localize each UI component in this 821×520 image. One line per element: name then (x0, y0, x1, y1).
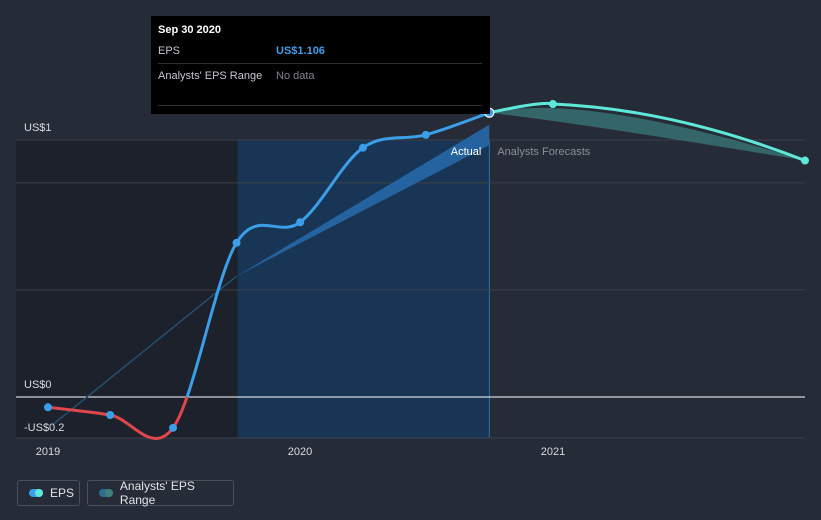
tooltip: Sep 30 2020 EPS US$1.106 Analysts' EPS R… (151, 16, 490, 114)
actual-region (237, 140, 490, 438)
tooltip-range-value: No data (276, 70, 315, 82)
tooltip-eps-label: EPS (158, 45, 181, 57)
x-tick-label: 2020 (288, 446, 312, 458)
y-tick-label: US$0 (24, 379, 52, 391)
forecast-point (548, 100, 557, 109)
eps-point (232, 238, 241, 247)
past-estimate-band (236, 124, 490, 277)
forecast-point (801, 156, 809, 165)
tooltip-eps-value: US$1.106 (276, 45, 325, 57)
legend-eps-toggle[interactable]: EPS (17, 480, 80, 506)
tooltip-divider (158, 105, 482, 106)
tooltip-range-row: Analysts' EPS Range No data (158, 64, 482, 88)
eps-point (44, 403, 52, 412)
eps-forecast-line (489, 101, 806, 162)
legend-range-label: Analysts' EPS Range (119, 479, 195, 507)
estimate-trend-line (51, 275, 238, 426)
eps-actual-line (185, 111, 490, 397)
tooltip-range-label: Analysts' EPS Range (158, 70, 263, 82)
range-swatch-icon (99, 489, 113, 497)
past-region (16, 140, 238, 438)
forecast-band (489, 107, 805, 161)
tooltip-date: Sep 30 2020 (158, 24, 221, 36)
eps-point (421, 130, 430, 139)
actual-annotation: Actual (451, 146, 482, 158)
eps-point (358, 143, 367, 152)
legend-eps-label: EPS (50, 486, 75, 500)
y-tick-label: US$1 (24, 122, 52, 134)
legend-range-toggle[interactable]: Analysts' EPS Range (87, 479, 234, 507)
eps-swatch-icon (29, 489, 43, 497)
eps-actual-line-negative (47, 397, 189, 440)
forecast-annotation: Analysts Forecasts (497, 146, 590, 158)
y-tick-label: -US$0.2 (24, 422, 64, 434)
tooltip-eps-row: EPS US$1.106 (158, 39, 482, 64)
eps-point (296, 218, 305, 227)
eps-point (106, 410, 115, 419)
x-tick-label: 2021 (541, 446, 565, 458)
eps-point (169, 423, 178, 432)
x-tick-label: 2019 (36, 446, 60, 458)
